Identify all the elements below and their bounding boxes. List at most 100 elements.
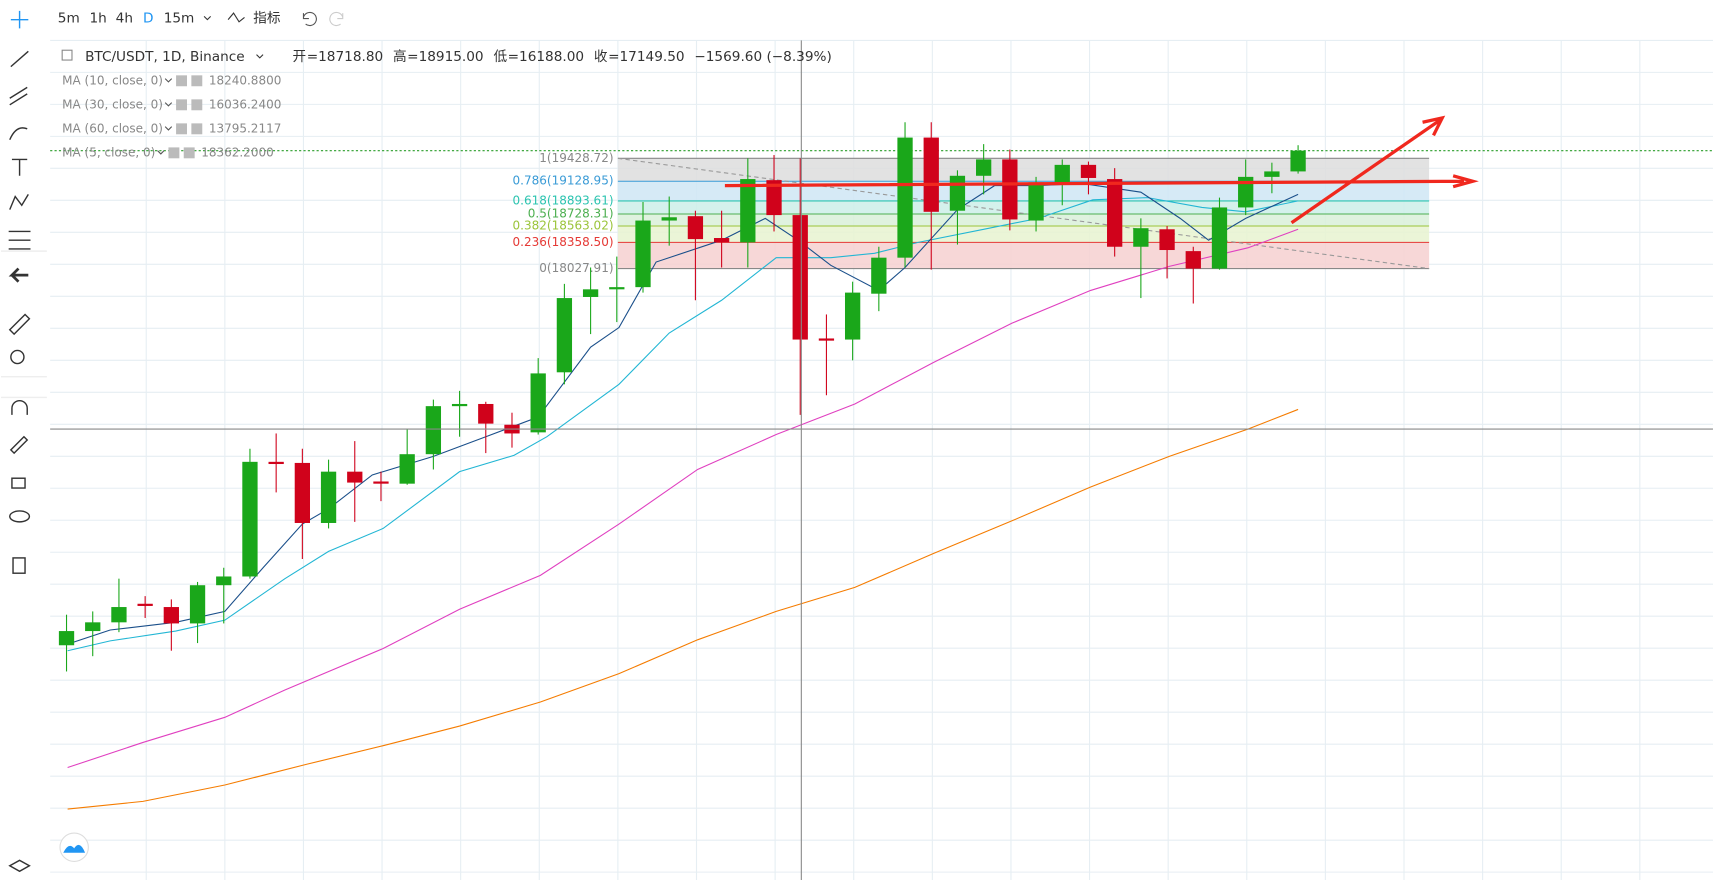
interval-button[interactable]: 1h	[89, 11, 106, 27]
fib-label: 0.786(19128.95)	[513, 174, 614, 188]
channel-tool[interactable]	[9, 86, 28, 106]
indicator-dropdown[interactable]	[164, 78, 173, 83]
moving-average	[67, 228, 1299, 769]
fib-label: 0.382(18563.02)	[513, 219, 614, 233]
indicator-name: MA (60, close, 0)	[62, 121, 163, 135]
arrow-diagonal	[1290, 115, 1446, 225]
separator	[1, 250, 47, 399]
candle-body	[1028, 182, 1044, 221]
indicator-remove[interactable]	[191, 123, 203, 135]
candle-body	[478, 403, 494, 424]
collapse-button[interactable]	[61, 49, 73, 61]
candle-body	[1238, 176, 1254, 208]
candle-body	[1054, 164, 1070, 183]
interval-dropdown[interactable]	[203, 15, 212, 21]
candle-body	[687, 216, 704, 240]
candle-body	[1159, 229, 1175, 251]
ohlc-value: =18915.00	[407, 49, 483, 65]
pattern-tool[interactable]	[9, 193, 29, 210]
brush-tool[interactable]	[9, 127, 28, 141]
magnet-tool[interactable]	[11, 400, 28, 415]
indicator-settings[interactable]	[176, 99, 187, 111]
candle-body	[189, 585, 206, 624]
candle-body	[163, 607, 179, 624]
fib-label: 0.5(18728.31)	[528, 206, 614, 220]
candle-body	[609, 287, 625, 290]
candle-body	[1185, 251, 1201, 269]
undo[interactable]	[302, 11, 317, 27]
redo[interactable]	[329, 11, 344, 27]
indicator-name: MA (30, close, 0)	[62, 97, 163, 111]
interval-button[interactable]: 4h	[116, 11, 133, 27]
ohlc-value: =16188.00	[508, 49, 584, 65]
candle-body	[582, 289, 599, 297]
dropdown[interactable]	[256, 54, 264, 59]
indicator-settings[interactable]	[168, 147, 180, 159]
candle-body	[530, 373, 546, 433]
lock-draw-tool[interactable]	[9, 435, 29, 455]
ohlc-label: 收	[594, 49, 608, 65]
indicators-button[interactable]: 指标	[253, 11, 281, 27]
candle-body	[216, 576, 232, 586]
logo	[59, 832, 89, 862]
indicator-dropdown[interactable]	[157, 150, 165, 155]
fib-label: 0.618(18893.61)	[513, 193, 614, 207]
ruler-tool[interactable]	[8, 313, 31, 336]
fib-trend	[617, 157, 1430, 270]
trend-line-tool[interactable]	[10, 50, 29, 68]
crosshair-tool[interactable]	[10, 10, 29, 29]
candle-body	[976, 159, 992, 176]
symbol: BTC/USDT, 1D, Binance	[85, 49, 245, 65]
moving-average	[67, 408, 1299, 810]
ohlc-label: 开	[293, 49, 307, 65]
text-tool[interactable]	[11, 158, 28, 176]
candle-body	[818, 338, 835, 341]
candle-body	[1133, 228, 1149, 247]
delete-tool[interactable]	[12, 557, 26, 574]
indicator-dropdown[interactable]	[164, 126, 173, 131]
ohlc-value: =18718.80	[307, 49, 383, 65]
layers-tool[interactable]	[8, 859, 31, 873]
interval-button[interactable]: 15m	[164, 11, 195, 27]
candle-body	[1211, 207, 1228, 269]
indicator-dropdown[interactable]	[164, 102, 173, 107]
candle-body	[85, 622, 101, 632]
left-toolbar	[1, 10, 47, 873]
candle-body	[871, 257, 887, 294]
visibility-tool[interactable]	[9, 510, 31, 523]
fib-label: 0.236(18358.50)	[513, 235, 614, 249]
indicator-name: MA (5, close, 0)	[62, 145, 155, 159]
candle-body	[111, 607, 127, 623]
fib-zone	[617, 226, 1430, 243]
candle-body	[1107, 179, 1123, 247]
indicator-remove[interactable]	[191, 75, 203, 87]
indicator-remove[interactable]	[183, 147, 195, 159]
indicator-remove[interactable]	[191, 99, 203, 111]
candle-body	[661, 217, 677, 221]
candle-body	[58, 631, 75, 646]
indicator-settings[interactable]	[176, 75, 187, 87]
back-tool[interactable]	[8, 267, 29, 283]
moving-average	[67, 197, 1299, 652]
candle-body	[556, 298, 573, 373]
candle-body	[923, 137, 939, 212]
measure-tool[interactable]	[8, 230, 31, 250]
fib-zone	[617, 242, 1430, 269]
fib-label: 1(19428.72)	[539, 151, 613, 165]
candle-body	[844, 292, 861, 340]
candle-body	[399, 454, 415, 484]
unlock-tool[interactable]	[11, 477, 26, 489]
indicator-value: 13795.2117	[209, 121, 282, 135]
indicator-value: 18240.8800	[209, 73, 282, 87]
interval-button[interactable]: 5m	[58, 11, 80, 27]
candle-body	[635, 220, 651, 288]
candle-body	[740, 179, 756, 243]
zoom-tool[interactable]	[10, 349, 25, 365]
indicator-icon	[227, 12, 245, 23]
interval-button[interactable]: D	[143, 11, 154, 27]
indicator-settings[interactable]	[176, 123, 187, 135]
candle-body	[792, 215, 808, 340]
candle-body	[897, 137, 913, 258]
candle-body	[242, 461, 258, 577]
